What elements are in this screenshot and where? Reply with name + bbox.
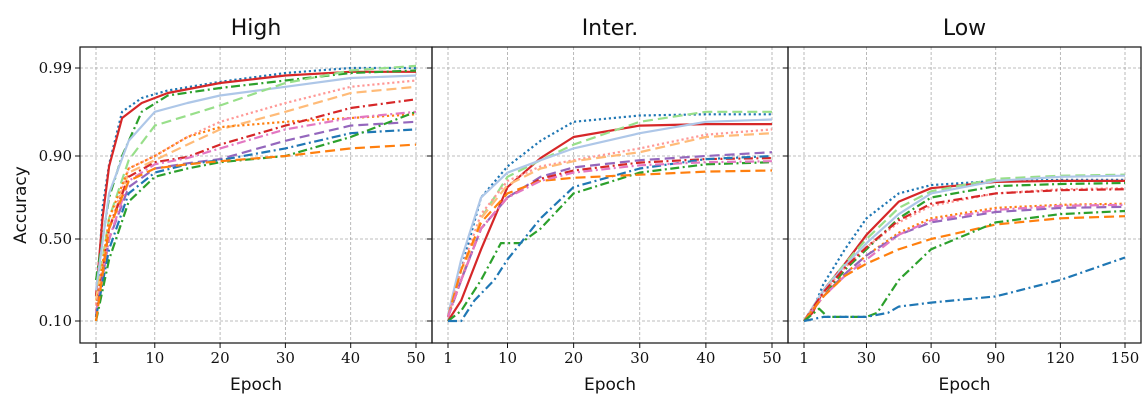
- panel-title: Inter.: [582, 16, 639, 41]
- x-tick-label: 10: [498, 349, 517, 367]
- panel-title: Low: [943, 16, 986, 41]
- x-tick-label: 20: [211, 349, 230, 367]
- series-line-7: [94, 113, 417, 311]
- y-tick-label: 0.90: [39, 147, 72, 165]
- series-line-12: [803, 256, 1126, 323]
- series-line-8: [447, 161, 773, 322]
- panel-low: 1 30 60 90 120 150 Low Epoch: [783, 16, 1142, 395]
- series-line-6: [446, 151, 773, 318]
- x-axis-label: Epoch: [230, 375, 282, 395]
- y-tick-label: 0.50: [39, 230, 72, 248]
- series-line-5: [446, 132, 773, 318]
- x-tick-label: 1: [799, 349, 809, 367]
- series-line-12: [94, 110, 417, 322]
- series-line-6: [94, 85, 417, 301]
- series-line-1: [94, 70, 416, 297]
- series-line-8: [94, 98, 417, 318]
- y-tick-label: 0.10: [39, 312, 72, 330]
- series-line-9: [94, 120, 417, 318]
- panel-high: 1 10 20 30 40 50 0.99 0.90 0.50 0.10 High Epoch: [39, 16, 433, 395]
- x-tick-label: 30: [857, 349, 876, 367]
- series-line-9: [448, 154, 773, 323]
- series-line-11: [446, 160, 773, 318]
- series-line-3: [803, 174, 1126, 322]
- plot-frame: [431, 46, 789, 344]
- x-tick-label: 150: [1111, 349, 1140, 367]
- series-line-5: [94, 79, 417, 305]
- x-tick-label: 40: [341, 349, 360, 367]
- series-line-13: [94, 143, 417, 322]
- series-line-4: [94, 64, 417, 301]
- x-tick-label: 30: [276, 349, 295, 367]
- x-tick-label: 20: [564, 349, 583, 367]
- x-tick-label: 120: [1046, 349, 1075, 367]
- series-line-0: [446, 113, 772, 318]
- series-line-9: [803, 203, 1126, 322]
- x-tick-label: 30: [630, 349, 649, 367]
- panel-title: High: [231, 16, 282, 41]
- series-line-0: [94, 66, 416, 322]
- series-line-10: [94, 110, 417, 313]
- series-line-4: [446, 128, 773, 318]
- x-tick-label: 10: [145, 349, 164, 367]
- series-line-10: [446, 169, 773, 318]
- y-axis-label: Accuracy: [11, 166, 31, 244]
- x-tick-label: 1: [91, 349, 101, 367]
- x-tick-label: 50: [406, 349, 425, 367]
- plot-frame: [787, 46, 1142, 344]
- y-tick-label: 0.99: [39, 59, 72, 77]
- x-tick-label: 60: [922, 349, 941, 367]
- series-line-3: [446, 118, 773, 316]
- series-line-4: [803, 181, 1126, 322]
- x-tick-label: 1: [443, 349, 453, 367]
- series-line-10: [803, 215, 1126, 322]
- series-line-3: [94, 74, 417, 291]
- x-tick-label: 40: [696, 349, 715, 367]
- panel-inter: 1 10 20 30 40 50 Inter. Epoch: [427, 16, 789, 395]
- x-tick-label: 90: [986, 349, 1005, 367]
- x-tick-label: 50: [762, 349, 781, 367]
- series-line-5: [803, 187, 1126, 322]
- x-axis-label: Epoch: [938, 375, 990, 395]
- series-line-6: [803, 188, 1126, 322]
- series-line-11: [803, 209, 1126, 322]
- x-axis-label: Epoch: [584, 375, 636, 395]
